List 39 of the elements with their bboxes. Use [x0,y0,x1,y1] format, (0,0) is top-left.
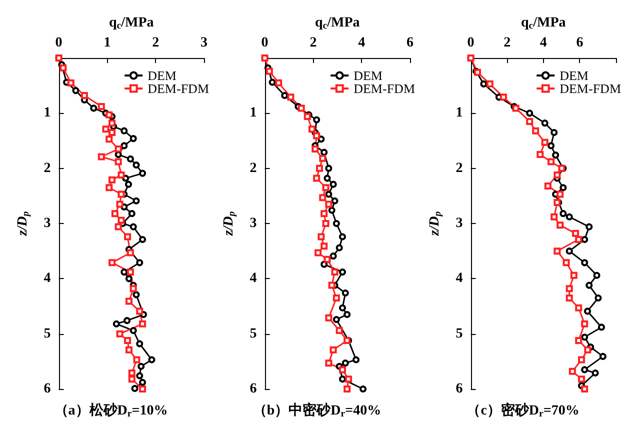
legend-label: DEM [354,68,383,83]
y-tick-label: 2 [44,160,51,176]
y-axis-title: z/Dp [222,211,238,237]
y-tick-label: 4 [250,271,257,286]
x-tick-label: 2 [310,36,317,50]
y-tick-label: 3 [44,216,51,231]
y-tick-label: 6 [250,382,257,396]
x-tick-label: 4 [540,36,547,50]
y-tick-label: 5 [250,326,257,342]
y-tick-label: 2 [456,160,463,176]
y-tick-label: 6 [44,382,51,396]
y-axis-title: z/Dp [16,211,32,237]
x-tick-label: 4 [358,36,366,50]
y-tick-label: 1 [44,106,51,121]
legend-label: DEM-FDM [560,81,622,96]
y-tick-label: 6 [456,382,463,396]
x-tick-label: 2 [504,36,511,50]
y-tick-label: 4 [44,271,51,286]
y-tick-label: 5 [456,326,463,342]
y-tick-label: 1 [456,106,463,121]
y-tick-label: 2 [250,160,257,176]
y-tick-label: 1 [250,106,257,121]
x-tick-label: 2 [152,36,160,50]
legend-label: DEM-FDM [354,81,416,96]
x-tick-label: 0 [55,36,62,50]
legend-label: DEM-FDM [148,81,210,96]
x-tick-label: 6 [406,36,414,50]
x-tick-label: 0 [467,36,474,50]
x-tick-label: 6 [576,36,584,50]
y-tick-label: 3 [250,216,257,231]
legend-label: DEM [560,68,589,83]
y-tick-label: 3 [456,216,463,231]
y-tick-label: 4 [456,271,463,286]
x-tick-label: 0 [261,36,268,50]
y-tick-label: 5 [44,326,51,342]
legend-label: DEM [148,68,177,83]
y-axis-title: z/Dp [428,211,444,237]
x-tick-label: 3 [200,36,208,50]
x-tick-label: 1 [104,36,111,50]
